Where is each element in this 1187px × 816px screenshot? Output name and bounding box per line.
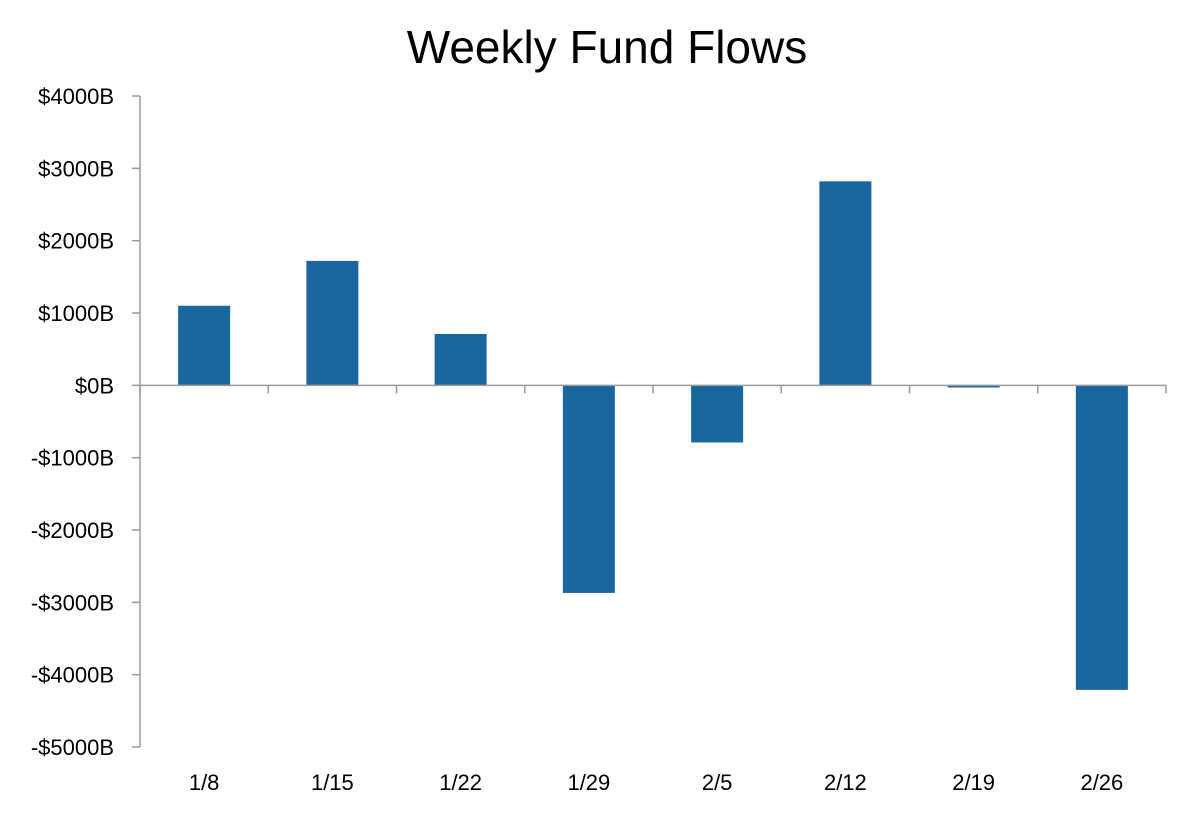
x-tick-label: 1/22 [439,770,482,795]
x-tick-label: 2/12 [824,770,867,795]
y-axis: $4000B $3000B $2000B $1000B $0B -$1000B -$2000… [31,84,141,760]
x-tick-label: 2/19 [952,770,995,795]
y-tick-label: -$2000B [31,518,114,543]
chart-title: Weekly Fund Flows [407,21,808,73]
x-tick-label: 1/8 [189,770,220,795]
bar-2-19 [947,385,1000,388]
bar-1-15 [306,260,359,386]
y-tick-label: $2000B [38,229,114,254]
bar-2-5 [691,385,744,443]
bar-1-22 [434,333,487,386]
bar-2-12 [819,181,872,386]
y-tick-label: $0B [75,373,114,398]
bar-2-26 [1075,385,1128,690]
bar-1-8 [178,305,231,386]
x-tick-label: 2/5 [702,770,733,795]
bars [178,181,1128,690]
y-tick-label: $4000B [38,84,114,109]
y-tick-label: $1000B [38,301,114,326]
x-tick-label: 1/15 [311,770,354,795]
x-tick-label: 1/29 [567,770,610,795]
y-tick-label: -$1000B [31,446,114,471]
x-axis: 1/8 1/15 1/22 1/29 2/5 2/12 2/19 2/26 [139,384,1167,795]
y-tick-label: -$3000B [31,590,114,615]
y-tick-label: -$4000B [31,663,114,688]
x-tick-label: 2/26 [1080,770,1123,795]
y-tick-label: -$5000B [31,735,114,760]
y-tick-label: $3000B [38,156,114,181]
bar-1-29 [562,385,615,593]
